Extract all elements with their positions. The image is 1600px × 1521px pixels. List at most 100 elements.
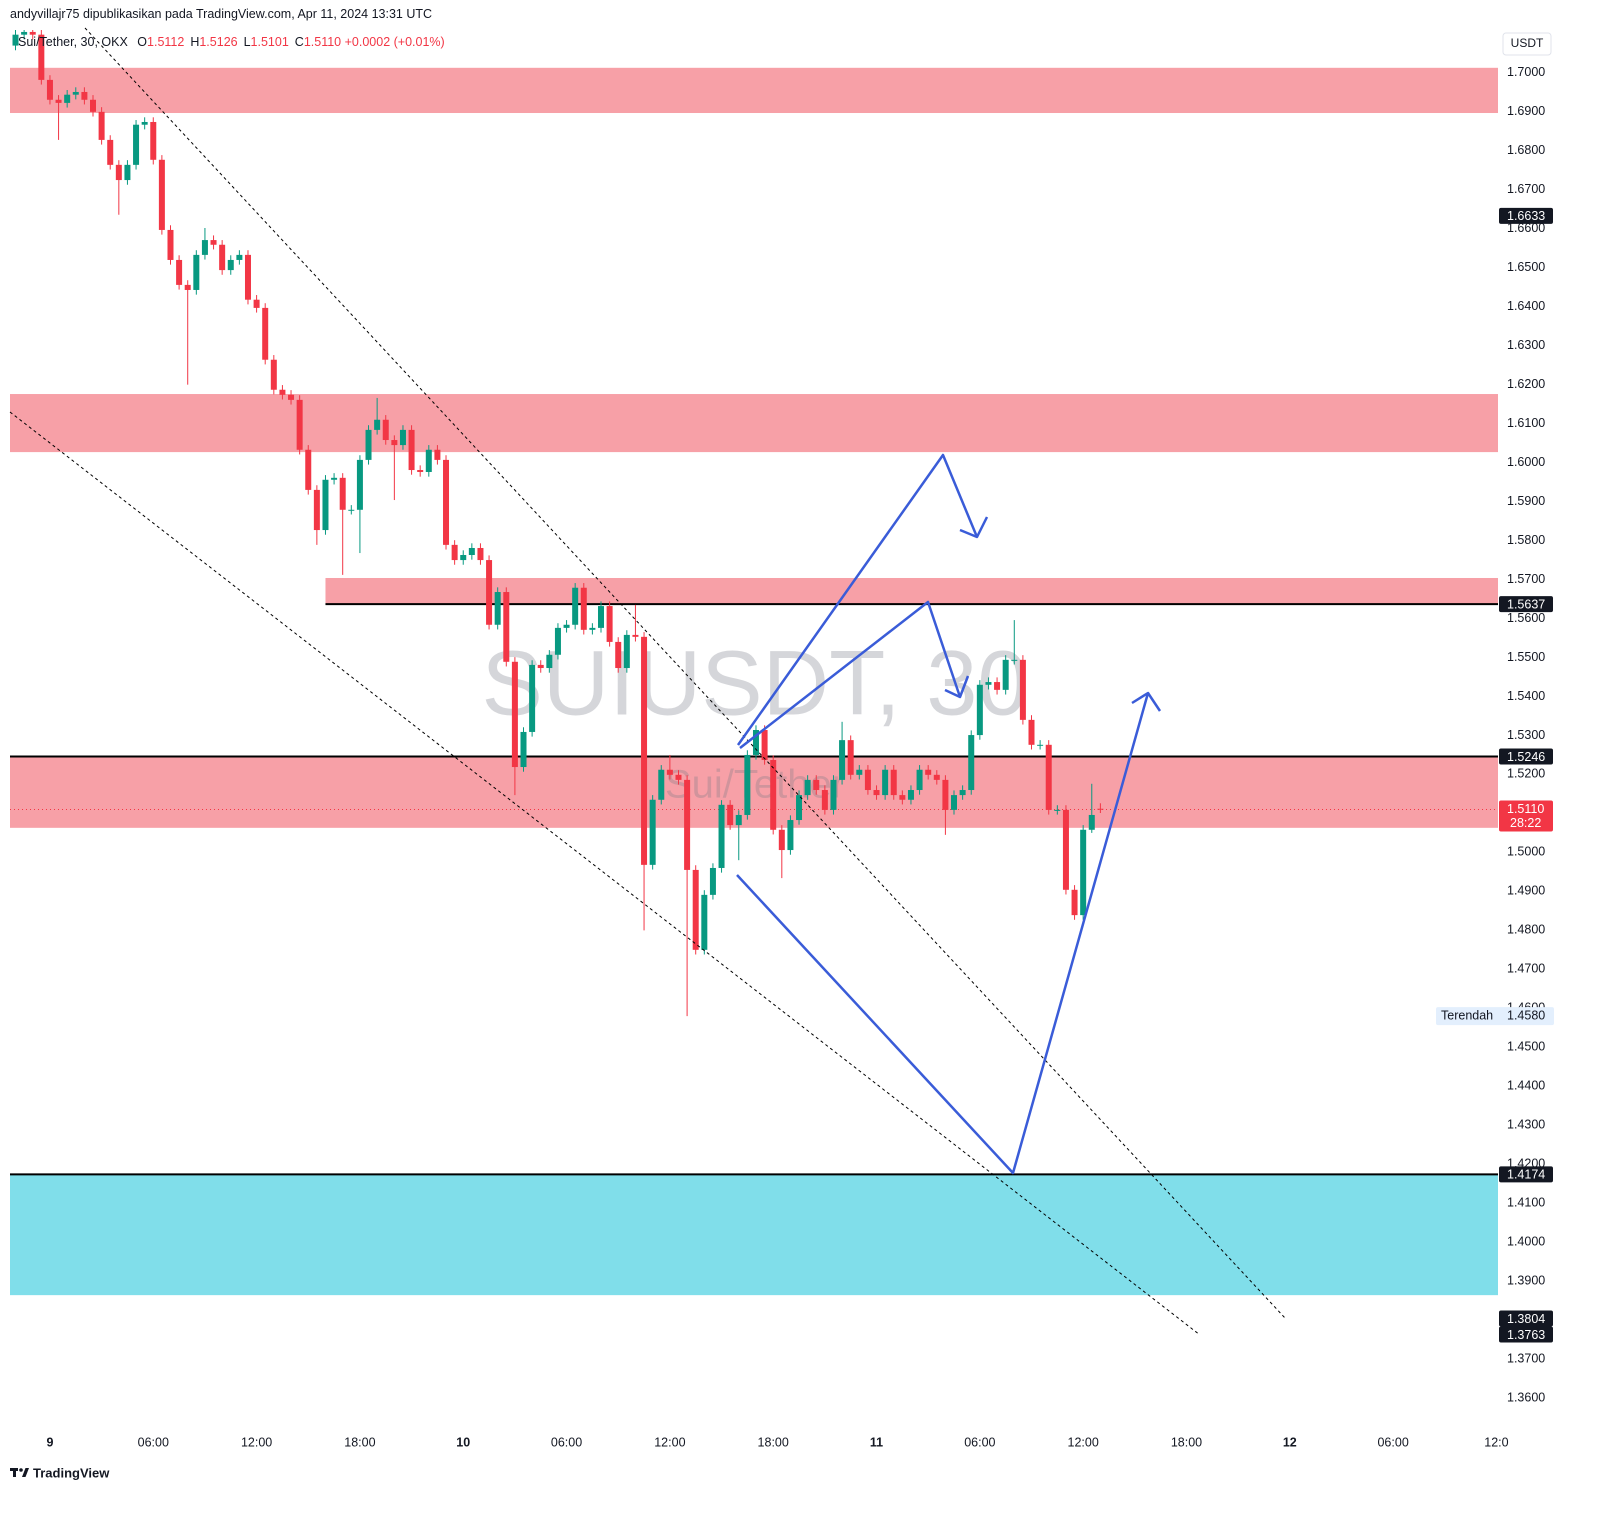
x-tick-label: 12:00 [1068, 1435, 1099, 1449]
candle-body [477, 547, 484, 561]
y-tick-label: 1.5900 [1507, 494, 1545, 508]
candle-body [572, 587, 579, 625]
candle-body [64, 94, 71, 103]
candle-body [658, 769, 665, 800]
candle-body [744, 754, 751, 815]
zone [10, 1174, 1498, 1296]
candle-body [29, 31, 36, 35]
y-tick-label: 1.4500 [1507, 1040, 1545, 1054]
candle-body [890, 769, 897, 796]
candle-body [709, 867, 716, 895]
ohlc-key: C [294, 35, 304, 49]
candle-body [1028, 719, 1035, 745]
candle-body [382, 419, 389, 441]
candle-body [167, 229, 174, 260]
zone [325, 577, 1498, 605]
last-price-label: 1.5110 [1507, 802, 1544, 816]
candle-body [55, 99, 62, 103]
candle-body [253, 299, 260, 308]
candle-body [356, 459, 363, 510]
candle-body [597, 606, 604, 628]
y-tick-label: 1.5700 [1507, 572, 1545, 586]
y-tick-label: 1.6800 [1507, 143, 1545, 157]
price-badge-label: 1.3763 [1507, 1328, 1545, 1342]
y-tick-label: 1.4400 [1507, 1079, 1545, 1093]
candle-body [124, 164, 131, 181]
candle-body [12, 34, 19, 46]
candle-body [615, 641, 622, 669]
x-tick-label: 11 [870, 1435, 883, 1449]
candle-body [520, 731, 527, 768]
candle-body [81, 91, 88, 100]
candle-body [322, 479, 329, 531]
candle-body [201, 240, 208, 255]
candle-body [348, 509, 355, 511]
ohlc-value: 1.5112 [147, 35, 185, 49]
x-tick-label: 06:00 [1377, 1435, 1408, 1449]
zone [10, 756, 1498, 828]
y-tick-label: 1.4700 [1507, 962, 1545, 976]
y-tick-label: 1.6600 [1507, 221, 1545, 235]
candle-body [942, 779, 949, 810]
candle-body [107, 139, 114, 165]
logo-part [22, 1468, 29, 1477]
candle-body [1011, 659, 1018, 661]
low-badge [1436, 1007, 1554, 1026]
logo-part [13, 1468, 16, 1477]
candle-body [219, 244, 226, 271]
candle-body [227, 259, 234, 271]
price-badge-label: 1.5246 [1507, 750, 1545, 764]
candle-body [1037, 744, 1044, 746]
x-tick-label: 18:00 [1171, 1435, 1202, 1449]
candle-body [994, 682, 1001, 690]
candle-body [184, 284, 191, 290]
candle-body [761, 730, 768, 761]
ohlc-value: 1.5101 [250, 35, 289, 49]
y-tick-label: 1.6500 [1507, 260, 1545, 274]
candle-body [632, 634, 639, 637]
candle-body [486, 560, 493, 625]
candle-body [38, 34, 45, 80]
ohlc-key: L [243, 35, 251, 49]
y-tick-label: 1.4000 [1507, 1234, 1545, 1248]
y-tick-label: 1.4800 [1507, 923, 1545, 937]
candle-body [916, 769, 923, 791]
ohlc-value: 1.5110 [303, 35, 342, 49]
y-tick-label: 1.4100 [1507, 1195, 1545, 1209]
candle-body [976, 684, 983, 736]
candle-body [425, 449, 432, 472]
y-tick-label: 1.5600 [1507, 611, 1545, 625]
price-badge-label: 1.3804 [1507, 1312, 1545, 1326]
y-tick-label: 1.5800 [1507, 533, 1545, 547]
candle-body [606, 606, 613, 642]
symbol-line: Sui/Tether, 30, OKX O1.5112 H1.5126 L1.510… [18, 35, 445, 49]
candle-body [675, 774, 682, 780]
candle-body [46, 79, 53, 100]
y-tick-label: 1.5400 [1507, 689, 1545, 703]
candle-body [1002, 659, 1009, 690]
change: +0.0002 (+0.01%) [344, 35, 445, 49]
candle-body [985, 682, 992, 685]
trend-line [9, 411, 1201, 1336]
candle-body [1080, 829, 1087, 916]
candle-body [72, 91, 79, 95]
arrow [736, 692, 1150, 1175]
candle-body [1054, 809, 1061, 811]
price-badge [1499, 207, 1553, 224]
x-tick-label: 18:00 [344, 1435, 375, 1449]
candle-body [933, 774, 940, 780]
candle-body [365, 429, 372, 460]
price-badge [1499, 1326, 1553, 1343]
logo [10, 1468, 29, 1477]
low-label: 1.4580 [1507, 1008, 1545, 1022]
candle-body [666, 769, 673, 775]
y-tick-label: 1.6700 [1507, 182, 1545, 196]
candle-body [839, 740, 846, 780]
candle-body [408, 429, 415, 471]
candle-body [770, 760, 777, 830]
y-tick-label: 1.5200 [1507, 767, 1545, 781]
candle-body [847, 740, 854, 775]
ohlc-value: 1.5126 [199, 35, 238, 49]
candle-body [735, 814, 742, 826]
candle-body [288, 394, 295, 400]
